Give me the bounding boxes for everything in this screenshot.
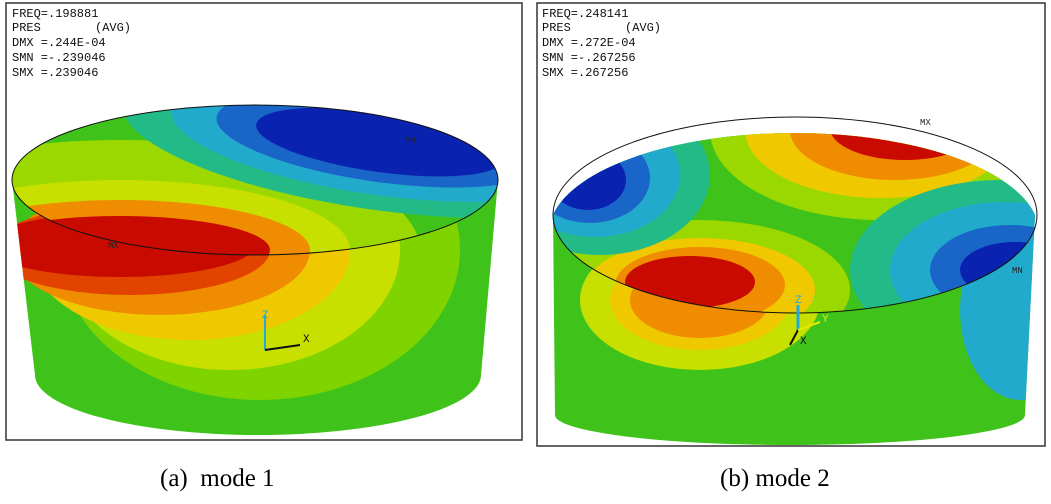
panel-a: FREQ=.198881 PRES (AVG) DMX =.244E-04 SM…	[5, 2, 523, 492]
info: SMN =-.267256	[542, 51, 636, 65]
axis-label: Z	[795, 295, 802, 307]
info: SMN =-.239046	[12, 51, 106, 65]
info: (AVG)	[625, 21, 661, 35]
axis-label: X	[303, 334, 310, 346]
min-tag: MN	[405, 136, 416, 146]
caption: (b) mode 2	[720, 465, 830, 492]
info: DMX =.244E-04	[12, 36, 106, 50]
rim	[11, 104, 499, 256]
info: PRES	[542, 21, 571, 35]
max-tag: MX	[108, 241, 119, 251]
max-tag: MX	[920, 118, 931, 128]
axis	[264, 344, 301, 351]
axis-label: Y	[822, 314, 829, 326]
contour-plot	[12, 105, 498, 435]
min-tag: MN	[1012, 266, 1023, 276]
axis	[789, 329, 799, 346]
rim	[552, 116, 1038, 314]
axis-label: X	[800, 336, 807, 348]
info: FREQ=.248141	[542, 7, 628, 21]
axis	[797, 321, 821, 331]
info: PRES	[12, 21, 41, 35]
info: DMX =.272E-04	[542, 36, 636, 50]
info: SMX =.267256	[542, 66, 628, 80]
panel-b: FREQ=.248141 PRES (AVG) DMX =.272E-04 SM…	[536, 2, 1046, 492]
info: FREQ=.198881	[12, 7, 98, 21]
info: (AVG)	[95, 21, 131, 35]
info: SMX =.239046	[12, 66, 98, 80]
axis-label: Z	[262, 310, 269, 322]
caption: (a) mode 1	[160, 465, 275, 492]
